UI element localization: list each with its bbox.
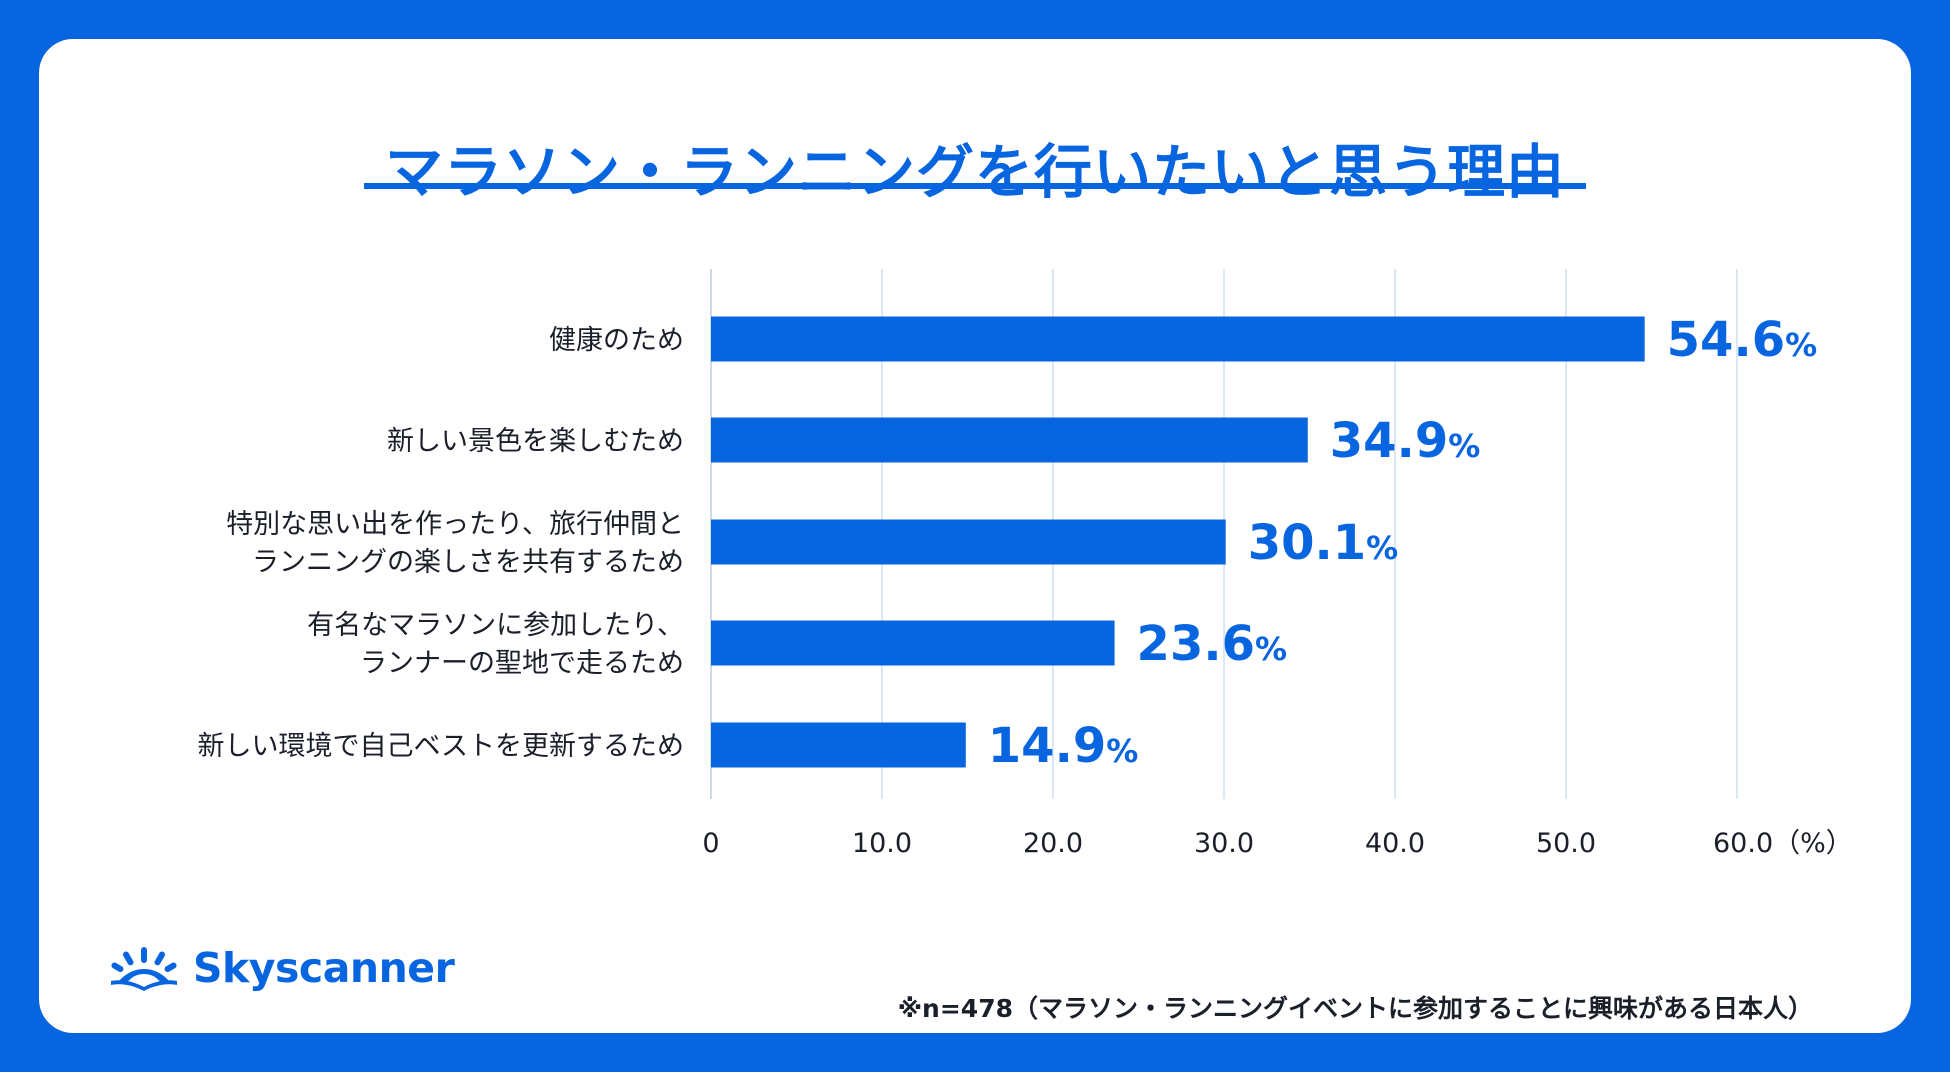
data-label: 30.1% (1248, 515, 1399, 571)
title-underline (364, 183, 1586, 189)
category-labels: 健康のため新しい景色を楽しむため特別な思い出を作ったり、旅行仲間とランニングの楽… (197, 325, 684, 762)
bar (711, 519, 1226, 565)
sample-footnote: ※n=478（マラソン・ランニングイベントに参加することに興味がある日本人） (897, 994, 1813, 1023)
chart-card: マラソン・ランニングを行いたいと思う理由 健康のため新しい景色を楽しむため特別な… (39, 39, 1911, 1033)
brand-name: Skyscanner (193, 944, 455, 992)
x-tick-label: 40.0 (1365, 828, 1425, 859)
x-axis-ticks: 0 10.0 20.0 30.0 40.0 50.0 60.0（%） (702, 828, 1852, 859)
category-label: 新しい景色を楽しむため (387, 426, 684, 457)
x-tick-label: 30.0 (1194, 828, 1254, 859)
data-label: 23.6% (1137, 616, 1288, 672)
data-label-value: 54.6 (1667, 312, 1785, 368)
data-label-unit: % (1255, 630, 1287, 668)
bar (711, 722, 966, 768)
bar (711, 620, 1115, 666)
category-label: 健康のため (549, 325, 684, 356)
sunrise-logo-icon (111, 947, 177, 991)
data-label-value: 14.9 (988, 718, 1106, 774)
category-label: ランナーの聖地で走るため (360, 648, 684, 679)
data-label-unit: % (1366, 529, 1398, 567)
data-label: 34.9% (1330, 413, 1481, 469)
data-label-unit: % (1448, 427, 1480, 465)
bars (711, 316, 1645, 768)
x-tick-label: 10.0 (852, 828, 912, 859)
data-label-unit: % (1106, 732, 1138, 770)
chart-title: マラソン・ランニングを行いたいと思う理由 (384, 138, 1565, 206)
data-label-value: 30.1 (1248, 515, 1366, 571)
value-labels: 54.6%34.9%30.1%23.6%14.9% (988, 312, 1817, 774)
data-label-value: 34.9 (1330, 413, 1448, 469)
x-tick-label: 0 (702, 828, 719, 859)
category-label: 有名なマラソンに参加したり、 (307, 610, 684, 641)
category-label: 特別な思い出を作ったり、旅行仲間と (226, 509, 684, 540)
data-label: 14.9% (988, 718, 1139, 774)
bar (711, 417, 1308, 463)
data-label-value: 23.6 (1137, 616, 1255, 672)
data-label-unit: % (1785, 326, 1817, 364)
x-tick-label: 50.0 (1536, 828, 1596, 859)
category-label: 新しい環境で自己ベストを更新するため (197, 731, 684, 762)
x-tick-label: 60.0（%） (1713, 828, 1853, 859)
bar-chart: 健康のため新しい景色を楽しむため特別な思い出を作ったり、旅行仲間とランニングの楽… (197, 269, 1853, 859)
bar (711, 316, 1645, 362)
data-label: 54.6% (1667, 312, 1818, 368)
category-label: ランニングの楽しさを共有するため (252, 547, 684, 578)
skyscanner-logo: Skyscanner (107, 944, 455, 992)
x-tick-label: 20.0 (1023, 828, 1083, 859)
